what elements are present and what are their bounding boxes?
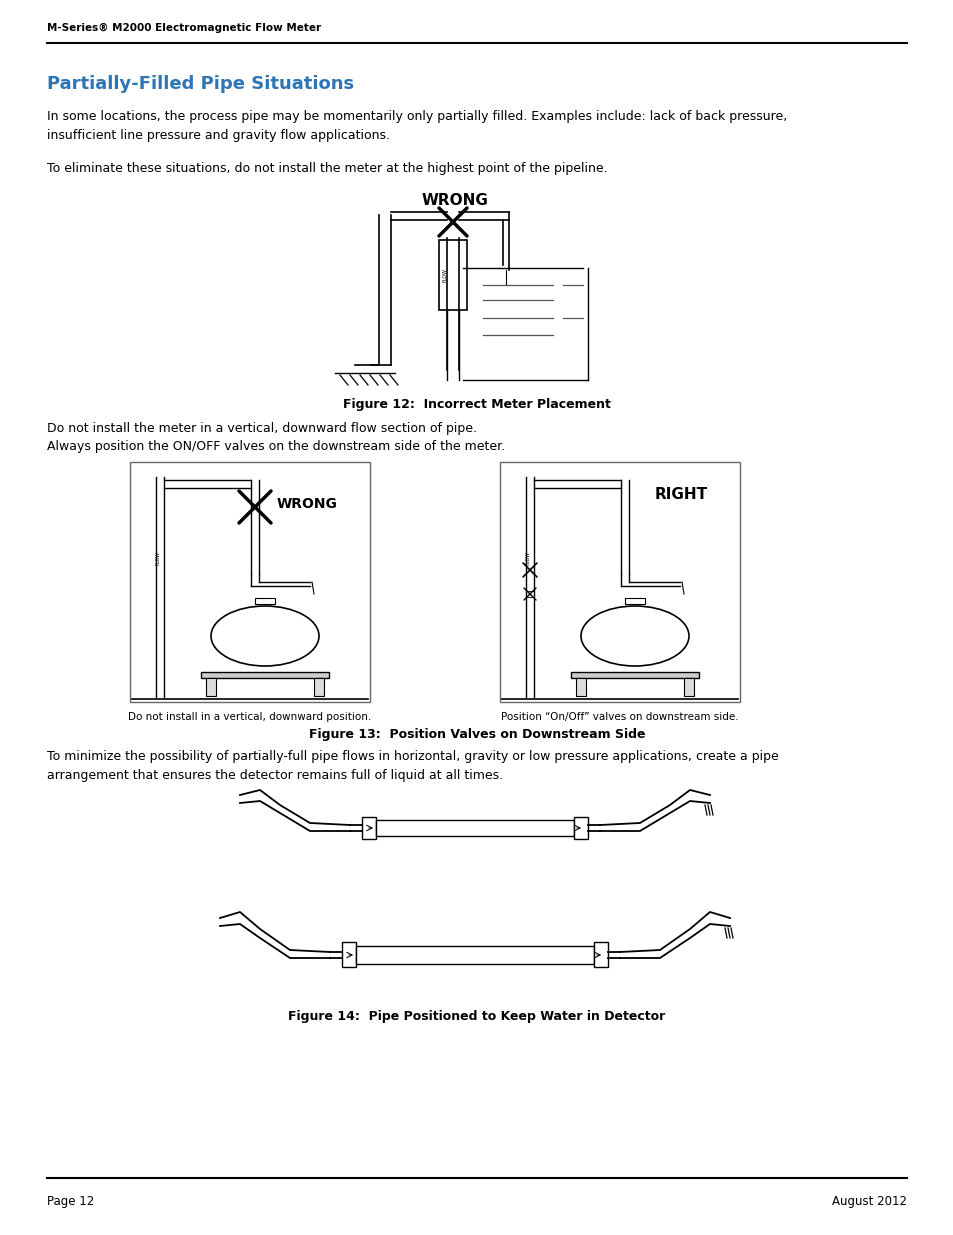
FancyBboxPatch shape xyxy=(361,818,375,839)
FancyBboxPatch shape xyxy=(341,942,355,967)
Text: To minimize the possibility of partially-full pipe flows in horizontal, gravity : To minimize the possibility of partially… xyxy=(47,750,778,782)
FancyBboxPatch shape xyxy=(355,946,594,965)
FancyBboxPatch shape xyxy=(254,598,274,604)
FancyBboxPatch shape xyxy=(525,592,534,597)
Text: August 2012: August 2012 xyxy=(831,1195,906,1208)
Text: FLOW: FLOW xyxy=(525,551,530,564)
FancyBboxPatch shape xyxy=(574,818,587,839)
Text: Figure 13:  Position Valves on Downstream Side: Figure 13: Position Valves on Downstream… xyxy=(309,727,644,741)
FancyBboxPatch shape xyxy=(683,678,693,697)
Text: FLOW: FLOW xyxy=(442,268,447,282)
FancyBboxPatch shape xyxy=(499,462,740,701)
Text: Page 12: Page 12 xyxy=(47,1195,94,1208)
Text: In some locations, the process pipe may be momentarily only partially filled. Ex: In some locations, the process pipe may … xyxy=(47,110,786,142)
FancyBboxPatch shape xyxy=(624,598,644,604)
FancyBboxPatch shape xyxy=(571,672,699,678)
FancyBboxPatch shape xyxy=(206,678,215,697)
Text: Partially-Filled Pipe Situations: Partially-Filled Pipe Situations xyxy=(47,75,354,93)
FancyBboxPatch shape xyxy=(594,942,607,967)
FancyBboxPatch shape xyxy=(130,462,370,701)
Text: FLOW: FLOW xyxy=(155,551,160,564)
FancyBboxPatch shape xyxy=(576,678,585,697)
Text: Figure 14:  Pipe Positioned to Keep Water in Detector: Figure 14: Pipe Positioned to Keep Water… xyxy=(288,1010,665,1023)
Text: Do not install in a vertical, downward position.: Do not install in a vertical, downward p… xyxy=(129,713,372,722)
FancyBboxPatch shape xyxy=(375,820,574,836)
Text: Position “On/Off” valves on downstream side.: Position “On/Off” valves on downstream s… xyxy=(500,713,738,722)
Text: To eliminate these situations, do not install the meter at the highest point of : To eliminate these situations, do not in… xyxy=(47,162,607,175)
Text: WRONG: WRONG xyxy=(276,496,337,511)
FancyBboxPatch shape xyxy=(201,672,329,678)
Text: Always position the ON/OFF valves on the downstream side of the meter.: Always position the ON/OFF valves on the… xyxy=(47,440,504,453)
Text: Figure 12:  Incorrect Meter Placement: Figure 12: Incorrect Meter Placement xyxy=(343,398,610,411)
Text: WRONG: WRONG xyxy=(421,193,488,207)
Text: RIGHT: RIGHT xyxy=(655,487,707,501)
FancyBboxPatch shape xyxy=(314,678,324,697)
FancyBboxPatch shape xyxy=(438,240,467,310)
Text: M-Series® M2000 Electromagnetic Flow Meter: M-Series® M2000 Electromagnetic Flow Met… xyxy=(47,23,321,33)
Text: Do not install the meter in a vertical, downward flow section of pipe.: Do not install the meter in a vertical, … xyxy=(47,422,476,435)
